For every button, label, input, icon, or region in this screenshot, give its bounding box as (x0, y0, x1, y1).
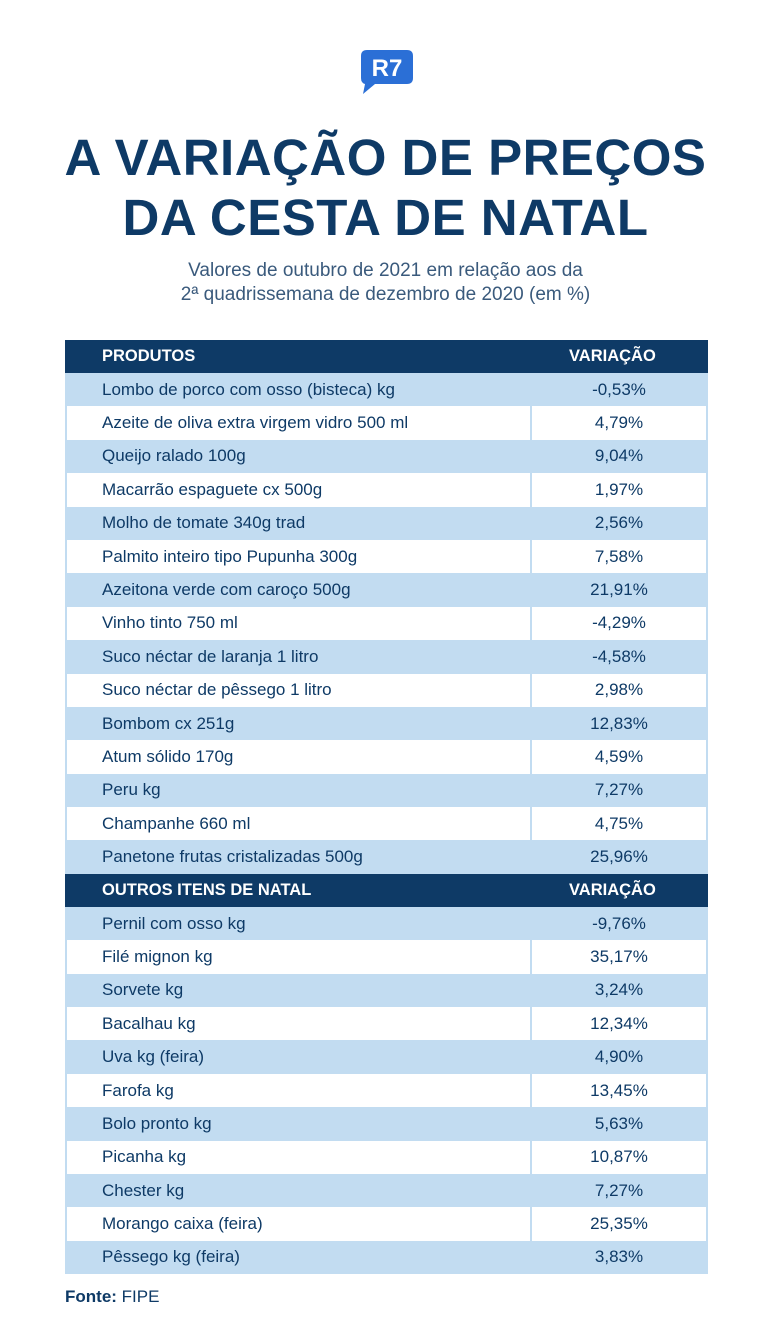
table-row: Palmito inteiro tipo Pupunha 300g 7,58% (65, 539, 708, 574)
header-variation: VARIAÇÃO (569, 880, 656, 899)
table-row: Azeitona verde com caroço 500g 21,91% (65, 573, 708, 607)
product-name: Queijo ralado 100g (65, 439, 530, 474)
source-label: Fonte: (65, 1287, 117, 1306)
svg-text:R7: R7 (372, 55, 403, 82)
variation-value: 3,83% (594, 1247, 644, 1267)
table-header: PRODUTOS VARIAÇÃO (65, 340, 708, 373)
product-name: Atum sólido 170g (67, 740, 532, 774)
product-name: Palmito inteiro tipo Pupunha 300g (67, 539, 532, 574)
variation-value: 7,27% (594, 780, 644, 800)
r7-logo: R7 (361, 50, 413, 94)
table-row: Suco néctar de pêssego 1 litro 2,98% (65, 673, 708, 707)
variation-value: 35,17% (590, 946, 648, 966)
variation-value: 21,91% (590, 580, 648, 600)
table-row: Azeite de oliva extra virgem vidro 500 m… (65, 406, 708, 440)
product-name: Champanhe 660 ml (67, 807, 532, 841)
table-row: Bolo pronto kg 5,63% (65, 1107, 708, 1141)
variation-value: 10,87% (590, 1147, 648, 1167)
variation-value: 9,04% (594, 446, 644, 466)
table-row: Chester kg 7,27% (65, 1173, 708, 1208)
title-line-1: A VARIAÇÃO DE PREÇOS (64, 129, 707, 186)
table-header: OUTROS ITENS DE NATAL VARIAÇÃO (65, 873, 708, 907)
table-row: Filé mignon kg 35,17% (65, 940, 708, 974)
table-row: Morango caixa (feira) 25,35% (65, 1207, 708, 1241)
source-value: FIPE (121, 1287, 160, 1306)
subtitle-line-2: 2ª quadrissemana de dezembro de 2020 (em… (180, 284, 591, 305)
header-variation: VARIAÇÃO (569, 347, 656, 365)
table-row: Panetone frutas cristalizadas 500g 25,96% (65, 840, 708, 874)
product-name: Macarrão espaguete cx 500g (67, 473, 532, 507)
product-name: Pernil com osso kg (65, 906, 530, 941)
product-name: Filé mignon kg (67, 940, 532, 974)
variation-value: 7,58% (594, 546, 644, 566)
product-name: Farofa kg (67, 1073, 532, 1108)
page-title: A VARIAÇÃO DE PREÇOS DA CESTA DE NATAL (0, 128, 771, 248)
table-row: Vinho tinto 750 ml -4,29% (65, 606, 708, 641)
subtitle-line-1: Valores de outubro de 2021 em relação ao… (188, 260, 583, 281)
variation-value: -4,29% (592, 613, 646, 633)
product-name: Picanha kg (67, 1140, 532, 1174)
variation-value: 3,24% (594, 980, 644, 1000)
product-name: Bombom cx 251g (65, 706, 530, 741)
variation-value: 12,34% (590, 1013, 648, 1033)
variation-value: 12,83% (590, 713, 648, 733)
price-variation-table: PRODUTOS VARIAÇÃO Lombo de porco com osso … (65, 340, 708, 1275)
product-name: Chester kg (65, 1173, 530, 1208)
product-name: Panetone frutas cristalizadas 500g (65, 840, 530, 874)
variation-value: 4,90% (594, 1047, 644, 1067)
variation-value: 4,59% (594, 746, 644, 766)
table-row: Pêssego kg (feira) 3,83% (65, 1240, 708, 1275)
source-note: Fonte: FIPE (65, 1287, 159, 1307)
product-name: Vinho tinto 750 ml (67, 606, 532, 641)
table-row: Lombo de porco com osso (bisteca) kg -0,5… (65, 373, 708, 407)
variation-value: 4,79% (594, 413, 644, 433)
variation-value: -9,76% (592, 913, 646, 933)
product-name: Lombo de porco com osso (bisteca) kg (65, 373, 530, 407)
product-name: Azeitona verde com caroço 500g (65, 573, 530, 607)
header-product: PRODUTOS (102, 347, 196, 365)
product-name: Bolo pronto kg (65, 1107, 530, 1141)
variation-value: 7,27% (594, 1180, 644, 1200)
table-row: Bombom cx 251g 12,83% (65, 706, 708, 741)
variation-value: 13,45% (590, 1080, 648, 1100)
product-name: Molho de tomate 340g trad (65, 506, 530, 540)
table-row: Uva kg (feira) 4,90% (65, 1040, 708, 1074)
header-product: OUTROS ITENS DE NATAL (102, 880, 312, 899)
table-row: Peru kg 7,27% (65, 773, 708, 808)
variation-value: 2,56% (594, 513, 644, 533)
table-row: Molho de tomate 340g trad 2,56% (65, 506, 708, 540)
table-row: Queijo ralado 100g 9,04% (65, 439, 708, 474)
table-row: Pernil com osso kg -9,76% (65, 906, 708, 941)
variation-value: 1,97% (594, 479, 644, 499)
table-row: Suco néctar de laranja 1 litro -4,58% (65, 640, 708, 674)
table-row: Bacalhau kg 12,34% (65, 1007, 708, 1041)
table-row: Macarrão espaguete cx 500g 1,97% (65, 473, 708, 507)
variation-value: -4,58% (592, 646, 646, 666)
variation-value: 5,63% (594, 1113, 644, 1133)
product-name: Azeite de oliva extra virgem vidro 500 m… (67, 406, 532, 440)
variation-value: 25,96% (590, 847, 648, 867)
table-row: Champanhe 660 ml 4,75% (65, 807, 708, 841)
product-name: Pêssego kg (feira) (65, 1240, 530, 1275)
table-row: Atum sólido 170g 4,59% (65, 740, 708, 774)
variation-value: -0,53% (592, 379, 646, 399)
table-row: Sorvete kg 3,24% (65, 973, 708, 1008)
product-name: Suco néctar de pêssego 1 litro (67, 673, 532, 707)
product-name: Sorvete kg (65, 973, 530, 1008)
variation-value: 2,98% (594, 680, 644, 700)
variation-value: 25,35% (590, 1214, 648, 1234)
product-name: Suco néctar de laranja 1 litro (65, 640, 530, 674)
subtitle: Valores de outubro de 2021 em relação ao… (0, 259, 771, 307)
product-name: Bacalhau kg (67, 1007, 532, 1041)
table-row: Picanha kg 10,87% (65, 1140, 708, 1174)
product-name: Morango caixa (feira) (67, 1207, 532, 1241)
table-row: Farofa kg 13,45% (65, 1073, 708, 1108)
title-line-2: DA CESTA DE NATAL (122, 189, 649, 246)
product-name: Peru kg (65, 773, 530, 808)
variation-value: 4,75% (594, 813, 644, 833)
product-name: Uva kg (feira) (65, 1040, 530, 1074)
